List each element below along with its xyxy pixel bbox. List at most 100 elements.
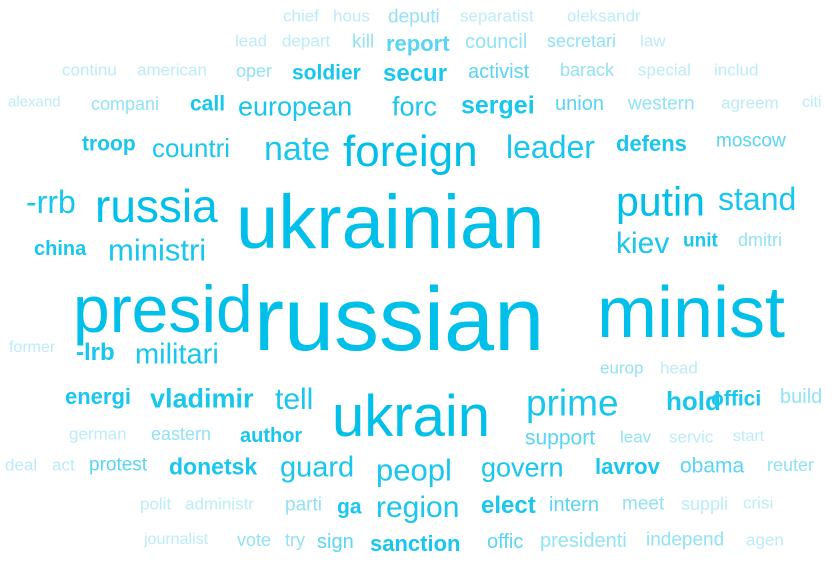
word-eastern: eastern [151, 424, 212, 444]
word-region: region [376, 491, 460, 524]
word-union: union [555, 93, 604, 115]
word-kill: kill [352, 31, 375, 53]
word-ukrainian: ukrainian [236, 180, 545, 265]
word-head: head [660, 358, 698, 378]
word-european: european [238, 91, 353, 122]
word-oper: oper [236, 61, 273, 81]
word-act: act [52, 455, 75, 475]
word-independ: independ [646, 529, 725, 551]
word-govern: govern [481, 452, 564, 483]
word-special: special [638, 60, 691, 80]
word-protest: protest [89, 454, 148, 476]
word-administr: administr [185, 494, 254, 514]
word-soldier: soldier [292, 61, 361, 85]
word-tell: tell [275, 383, 314, 416]
word-sanction: sanction [370, 531, 461, 556]
word-kiev: kiev [616, 227, 670, 260]
word-build: build [780, 386, 823, 408]
word-donetsk: donetsk [169, 453, 258, 480]
word-intern: intern [549, 494, 600, 516]
word-troop: troop [82, 132, 136, 156]
word-presidenti: presidenti [540, 530, 627, 552]
word-barack: barack [560, 60, 615, 80]
word-report: report [386, 31, 450, 56]
word-meet: meet [622, 493, 665, 515]
word-start: start [733, 428, 765, 445]
word-vote: vote [237, 530, 272, 550]
word-parti: parti [285, 494, 322, 516]
word-chief: chief [283, 6, 319, 26]
word-german: german [69, 424, 127, 444]
word-lead: lead [235, 31, 268, 51]
word-try: try [285, 530, 305, 550]
word-secretari: secretari [547, 31, 617, 51]
word-elect: elect [481, 492, 536, 519]
word-sergei: sergei [461, 91, 535, 120]
word-countri: countri [152, 133, 231, 163]
word-forc: forc [392, 91, 438, 122]
word-foreign: foreign [343, 127, 478, 176]
word-polit: polit [140, 494, 172, 514]
word-council: council [465, 31, 528, 53]
word-vladimir: vladimir [150, 383, 254, 414]
word-hous: hous [333, 6, 370, 26]
word-rrb: -rrb [26, 184, 76, 220]
word-ukrain: ukrain [332, 384, 490, 449]
word-offici: offici [711, 387, 762, 411]
word-includ: includ [714, 60, 759, 80]
word-leader: leader [506, 129, 595, 165]
word-moscow: moscow [716, 130, 786, 152]
word-citi: citi [802, 94, 822, 111]
word-obama: obama [680, 454, 745, 478]
word-europ: europ [600, 358, 644, 378]
word-energi: energi [65, 384, 132, 409]
word-minist: minist [597, 273, 786, 353]
word-leav: leav [620, 427, 652, 447]
word-dmitri: dmitri [738, 230, 782, 250]
word-servic: servic [669, 427, 714, 447]
word-former: former [9, 339, 56, 356]
word-russia: russia [95, 180, 218, 232]
word-presid: presid [73, 272, 253, 346]
word-reuter: reuter [767, 455, 815, 475]
word-putin: putin [616, 178, 705, 225]
word-stand: stand [718, 181, 797, 217]
word-guard: guard [280, 451, 355, 484]
word-lrb: -lrb [76, 339, 115, 366]
word-hold: hold [666, 386, 721, 416]
word-oleksandr: oleksandr [567, 6, 641, 26]
word-peopl: peopl [376, 452, 452, 488]
word-agen: agen [746, 530, 784, 550]
word-alexand: alexand [8, 93, 61, 111]
word-ga: ga [337, 495, 362, 519]
word-ministri: ministri [108, 232, 207, 268]
word-author: author [240, 425, 303, 447]
word-separatist: separatist [460, 6, 534, 26]
word-china: china [34, 238, 87, 260]
word-lavrov: lavrov [595, 454, 660, 479]
word-unit: unit [683, 230, 718, 252]
word-russian: russian [254, 270, 545, 370]
word-continu: continu [62, 60, 117, 80]
word-call: call [190, 92, 226, 116]
word-law: law [640, 31, 666, 51]
word-nate: nate [264, 130, 331, 168]
word-offic: offic [487, 531, 524, 553]
word-prime: prime [526, 382, 619, 424]
word-western: western [628, 93, 695, 115]
word-support: support [525, 426, 596, 450]
word-secur: secur [383, 60, 448, 87]
word-crisi: crisi [743, 493, 774, 513]
word-militari: militari [135, 338, 219, 371]
word-sign: sign [317, 531, 354, 553]
word-agreem: agreem [721, 93, 779, 113]
word-activist: activist [468, 61, 530, 83]
word-depart: depart [282, 31, 331, 51]
word-defens: defens [616, 131, 687, 156]
word-journalist: journalist [144, 531, 209, 548]
word-deputi: deputi [388, 6, 440, 28]
word-suppli: suppli [681, 494, 729, 514]
word-deal: deal [5, 455, 38, 475]
word-compani: compani [91, 94, 160, 114]
